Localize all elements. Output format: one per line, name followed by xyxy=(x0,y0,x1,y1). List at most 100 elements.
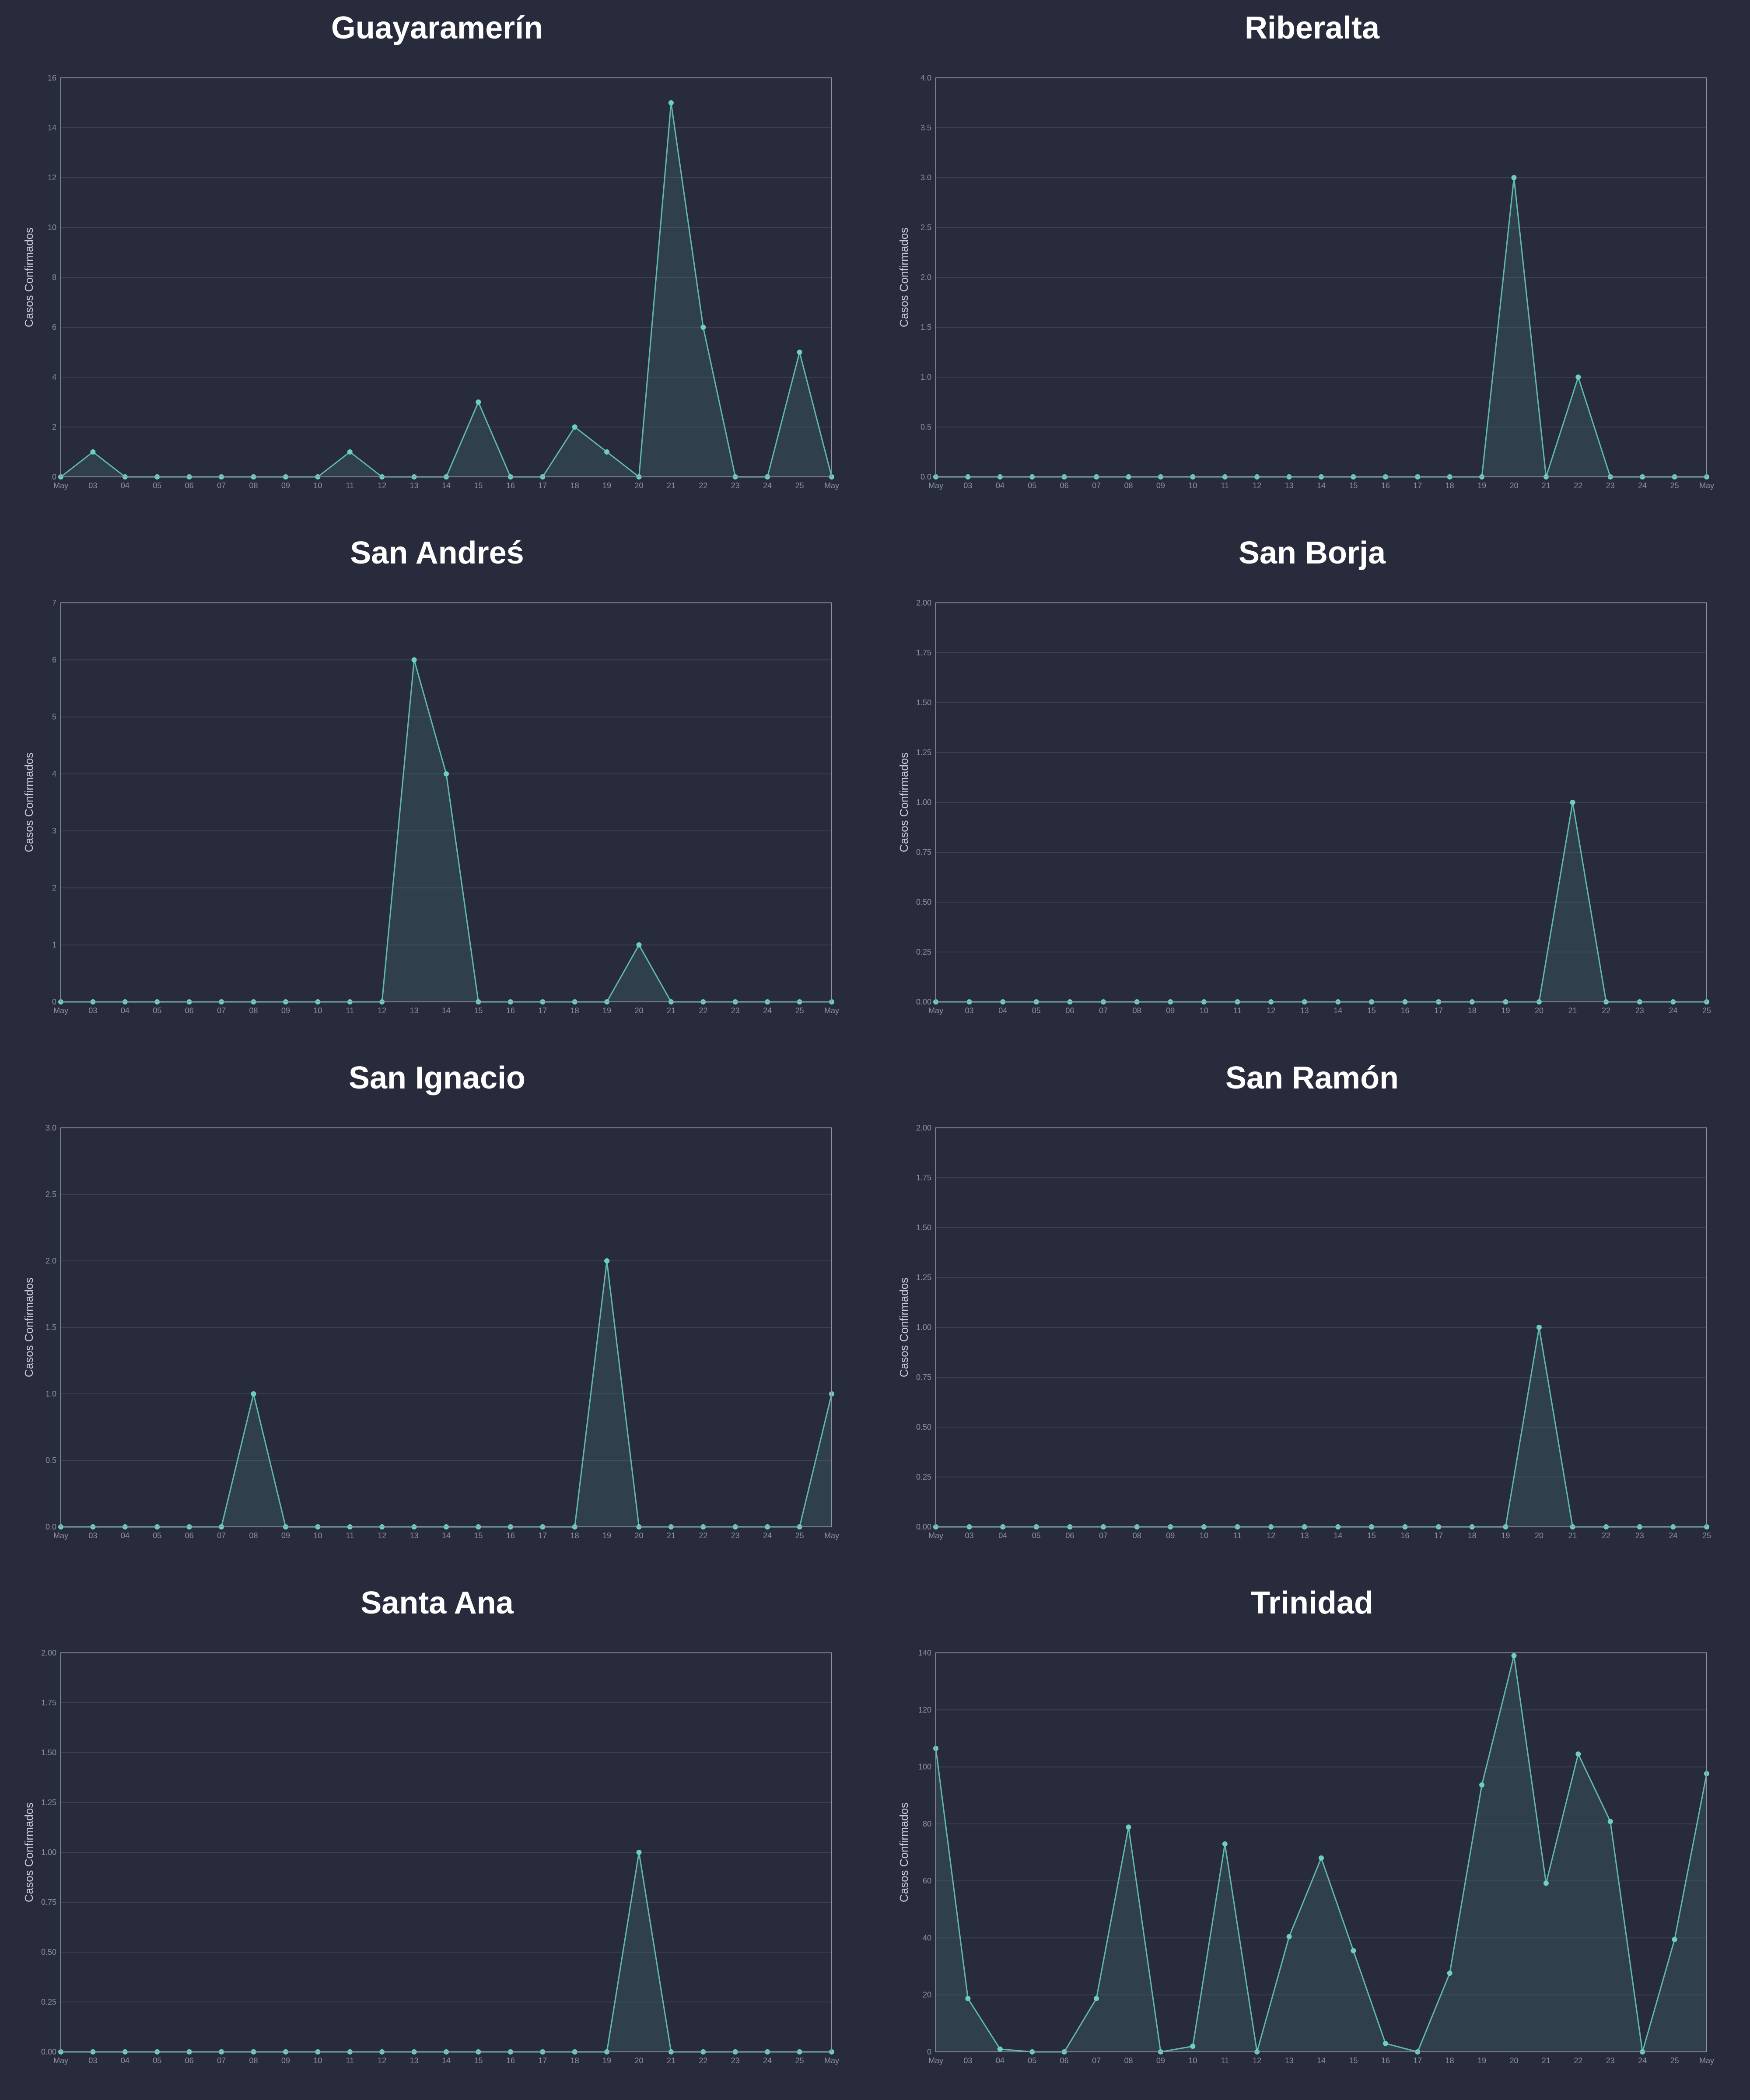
x-tick-label: 22 xyxy=(1602,1531,1610,1540)
y-tick-label: 0.50 xyxy=(916,898,931,906)
data-point xyxy=(797,350,802,355)
y-tick-label: 5 xyxy=(52,713,56,721)
y-tick-label: 100 xyxy=(918,1763,931,1771)
chart-title: San Ignacio xyxy=(348,1060,526,1096)
x-tick-label: 23 xyxy=(731,1531,740,1540)
x-tick-label: 14 xyxy=(442,2056,451,2065)
x-tick-label: 18 xyxy=(570,1531,579,1540)
y-tick-label: 3.5 xyxy=(920,123,931,132)
y-tick-label: 0 xyxy=(52,998,56,1006)
x-tick-label: 04 xyxy=(121,481,130,490)
x-tick-label: 13 xyxy=(410,1006,419,1015)
x-tick-label: May xyxy=(53,481,68,490)
data-point xyxy=(411,657,417,663)
y-tick-label: 0.00 xyxy=(916,1522,931,1531)
data-point xyxy=(1190,2044,1196,2049)
chart-4: San Ignacio 0.0 0.5 1.0 1.5 2.0 2.5 3.0 May 03 04 0… xyxy=(0,1050,874,1575)
y-tick-label: 2.0 xyxy=(920,273,931,282)
x-tick-label: 08 xyxy=(1133,1006,1141,1015)
series-area xyxy=(61,660,832,1002)
y-tick-label: 2.5 xyxy=(920,223,931,232)
data-point xyxy=(1570,800,1575,805)
x-tick-label: 17 xyxy=(1413,2056,1422,2065)
x-tick-label: May xyxy=(824,1531,839,1540)
x-tick-label: 09 xyxy=(281,1006,290,1015)
data-point xyxy=(1672,1937,1677,1942)
data-point xyxy=(1222,1841,1228,1847)
y-tick-label: 1.25 xyxy=(41,1798,56,1807)
y-tick-label: 14 xyxy=(48,123,56,132)
y-tick-label: 4.0 xyxy=(920,74,931,82)
x-tick-label: 25 xyxy=(795,1531,804,1540)
y-tick-label: 0 xyxy=(927,2048,931,2056)
x-tick-label: 09 xyxy=(1156,2056,1165,2065)
x-tick-label: 17 xyxy=(538,1006,547,1015)
x-tick-label: 03 xyxy=(88,1531,97,1540)
x-tick-label: 21 xyxy=(667,481,676,490)
y-tick-label: 1 xyxy=(52,941,56,949)
series-area xyxy=(61,1261,832,1527)
x-tick-label: 05 xyxy=(153,1531,161,1540)
x-tick-label: 06 xyxy=(1065,1006,1074,1015)
chart-7: Trinidad 0 20 40 60 80 100 120 140 May 03 04 05 06 07 0… xyxy=(875,1575,1749,2100)
y-tick-label: 1.0 xyxy=(920,373,931,382)
y-tick-label: 0.75 xyxy=(41,1898,56,1907)
chart-2: San Andreś 0 1 2 3 4 5 6 7 May 03 04 05 06 07 08 09 10 11 1… xyxy=(0,525,874,1050)
chart-svg: 0.00 0.25 0.50 0.75 1.00 1.25 1.50 1.75 2.00 May 0… xyxy=(22,1648,839,2065)
chart-title: San Borja xyxy=(1238,536,1386,570)
x-tick-label: 03 xyxy=(88,481,97,490)
plot-frame xyxy=(60,1127,832,1527)
x-tick-label: May xyxy=(928,2056,943,2065)
x-tick-label: 08 xyxy=(249,2056,258,2065)
plot-frame xyxy=(935,602,1707,1002)
x-tick-label: May xyxy=(53,1531,68,1540)
x-tick-label: 19 xyxy=(1477,481,1486,490)
x-tick-label: 10 xyxy=(1188,2056,1197,2065)
x-tick-label: 13 xyxy=(1300,1006,1309,1015)
y-tick-label: 8 xyxy=(52,273,56,282)
x-tick-label: 14 xyxy=(1334,1531,1342,1540)
y-tick-label: 6 xyxy=(52,323,56,332)
x-tick-label: 06 xyxy=(185,2056,194,2065)
x-tick-label: 23 xyxy=(731,481,740,490)
x-tick-label: 09 xyxy=(1166,1006,1175,1015)
chart-6: Santa Ana 0.00 0.25 0.50 0.75 1.00 1.25 1.50 1.7… xyxy=(0,1575,874,2100)
plot-frame xyxy=(60,1652,832,2052)
x-tick-label: 18 xyxy=(1446,2056,1454,2065)
x-tick-label: 20 xyxy=(1509,481,1518,490)
x-tick-label: 24 xyxy=(1638,2056,1647,2065)
x-tick-label: 07 xyxy=(1099,1531,1108,1540)
x-tick-label: 22 xyxy=(699,1006,707,1015)
x-tick-label: 10 xyxy=(1200,1531,1208,1540)
x-tick-label: 23 xyxy=(1606,2056,1615,2065)
y-axis-label: Casos Confirmados xyxy=(22,1278,35,1377)
x-tick-label: 18 xyxy=(1446,481,1454,490)
x-tick-label: 11 xyxy=(1233,1006,1242,1015)
data-point xyxy=(572,424,578,430)
chart-title: San Andreś xyxy=(350,536,524,570)
x-tick-label: 11 xyxy=(346,1531,354,1540)
x-tick-label: 10 xyxy=(313,2056,322,2065)
y-tick-label: 1.25 xyxy=(916,748,931,757)
x-tick-label: 16 xyxy=(506,1006,515,1015)
x-tick-label: 25 xyxy=(1702,1531,1711,1540)
data-point xyxy=(636,942,642,948)
y-tick-label: 0.75 xyxy=(916,848,931,857)
x-tick-label: 04 xyxy=(996,481,1004,490)
y-tick-label: 1.00 xyxy=(41,1848,56,1857)
x-tick-label: 08 xyxy=(249,1531,258,1540)
plot-frame xyxy=(60,602,832,1002)
y-tick-label: 0.50 xyxy=(41,1948,56,1956)
x-tick-label: 08 xyxy=(1124,2056,1133,2065)
y-tick-label: 4 xyxy=(52,373,56,382)
x-tick-label: 14 xyxy=(442,481,451,490)
x-tick-label: 25 xyxy=(795,2056,804,2065)
x-tick-label: 12 xyxy=(1267,1006,1275,1015)
x-tick-label: May xyxy=(928,1531,943,1540)
y-axis-label: Casos Confirmados xyxy=(897,752,910,852)
x-tick-label: 14 xyxy=(442,1531,451,1540)
y-axis-label: Casos Confirmados xyxy=(22,228,35,327)
x-tick-label: 24 xyxy=(1638,481,1647,490)
